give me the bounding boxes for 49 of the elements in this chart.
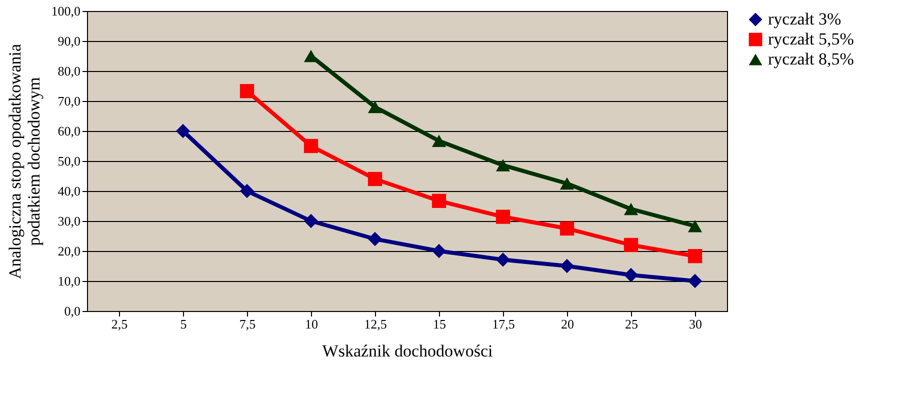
point bbox=[560, 177, 574, 190]
y-tick-label: 20,0 bbox=[58, 244, 80, 258]
x-tick-label: 5 bbox=[180, 316, 187, 332]
point bbox=[560, 258, 574, 274]
point bbox=[688, 220, 702, 232]
point bbox=[496, 159, 510, 172]
legend-label: ryczałt 3% bbox=[768, 10, 842, 28]
x-tick-label: 25 bbox=[625, 316, 638, 332]
legend-label: ryczałt 5,5% bbox=[768, 30, 854, 48]
point bbox=[368, 232, 382, 246]
y-tick-label: 30,0 bbox=[58, 214, 80, 228]
y-tick-label: 80,0 bbox=[58, 64, 80, 78]
point bbox=[688, 274, 702, 288]
x-tick-label: 20 bbox=[561, 316, 574, 332]
point bbox=[688, 249, 702, 264]
point bbox=[304, 138, 318, 154]
point bbox=[624, 238, 638, 252]
y-tick-label: 70,0 bbox=[58, 94, 80, 108]
point bbox=[368, 172, 382, 186]
y-tick-label: 40,0 bbox=[58, 184, 80, 198]
x-tick-label: 17,5 bbox=[492, 316, 515, 332]
point bbox=[432, 244, 446, 258]
point bbox=[240, 84, 254, 98]
point bbox=[176, 124, 190, 138]
y-tick-label: 50,0 bbox=[58, 154, 80, 168]
point bbox=[496, 210, 510, 224]
point bbox=[496, 252, 510, 267]
x-tick-label: 7,5 bbox=[239, 316, 256, 332]
y-tick-label: 0,0 bbox=[64, 304, 80, 318]
point bbox=[432, 134, 446, 148]
point bbox=[432, 194, 446, 208]
point bbox=[240, 184, 254, 198]
point bbox=[368, 100, 382, 114]
y-tick-label: 100,0 bbox=[51, 4, 80, 18]
x-tick-label: 15 bbox=[433, 316, 446, 332]
point bbox=[304, 214, 318, 228]
y-axis-title: Analogiczna stopo opodatkowania podatkiem dochodowym bbox=[5, 43, 44, 280]
point bbox=[624, 202, 638, 216]
x-tick-label: 12,5 bbox=[364, 316, 387, 332]
x-axis-title: Wskaźnik dochodowości bbox=[322, 342, 493, 360]
y-tick-label: 60,0 bbox=[58, 124, 80, 138]
y-tick-label: 90,0 bbox=[58, 34, 80, 48]
y-tick-label: 10,0 bbox=[58, 274, 80, 288]
point bbox=[560, 221, 574, 236]
x-tick-label: 10 bbox=[305, 316, 318, 332]
point bbox=[624, 268, 638, 282]
x-tick-label: 30 bbox=[689, 316, 702, 332]
legend-label: ryczałt 8,5% bbox=[768, 50, 854, 68]
x-tick-label: 2,5 bbox=[111, 316, 128, 332]
